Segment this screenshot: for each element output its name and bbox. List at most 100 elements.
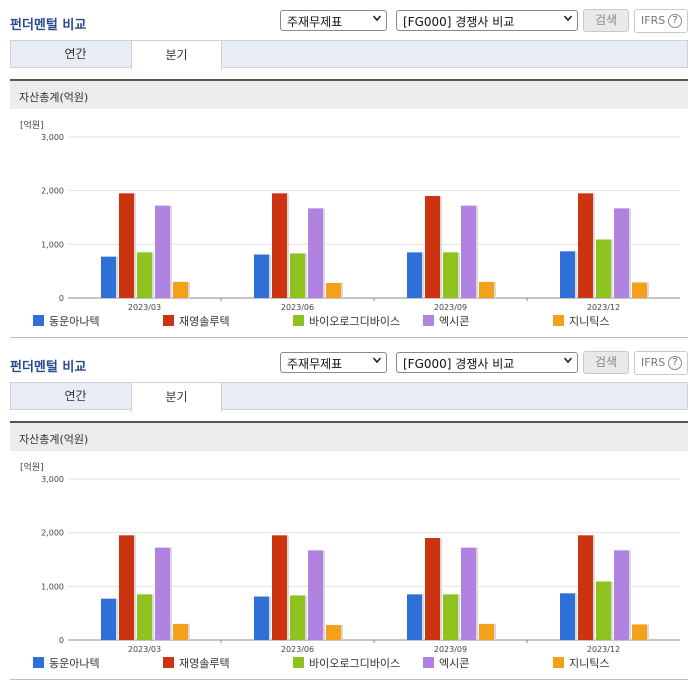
x-tick-label: 2023/03 — [128, 645, 161, 654]
tab-quarterly[interactable]: 분기 — [131, 40, 222, 70]
ifrs-button[interactable]: IFRS ? — [634, 351, 688, 375]
bar — [137, 594, 152, 640]
legend-swatch — [553, 315, 564, 326]
legend-label: 지니틱스 — [569, 657, 610, 670]
divider — [10, 337, 688, 338]
chart-legend: 동운아나텍 재영솔루텍 바이오로그디바이스 엑시콘 지니틱스 — [0, 314, 696, 330]
section-title: 자산총계(억원) — [19, 433, 89, 446]
bar — [479, 623, 494, 640]
bar — [101, 256, 116, 298]
search-button[interactable]: 검색 — [583, 9, 629, 32]
y-tick-label: 3,000 — [41, 133, 64, 142]
bar — [614, 550, 629, 640]
bar — [425, 196, 440, 298]
legend-swatch — [163, 315, 174, 326]
statement-select-value: 주재무제표 — [287, 357, 343, 371]
y-tick-label: 1,000 — [41, 582, 64, 591]
bar — [425, 538, 440, 640]
bar — [290, 253, 305, 298]
bar — [443, 594, 458, 640]
question-circle-icon: ? — [668, 356, 682, 370]
x-tick-label: 2023/09 — [434, 645, 467, 654]
bar — [101, 598, 116, 640]
ifrs-button[interactable]: IFRS ? — [634, 9, 688, 33]
bar — [560, 593, 575, 640]
chevron-down-icon — [373, 357, 381, 364]
y-tick-label: 0 — [59, 294, 64, 303]
ifrs-label: IFRS — [641, 356, 666, 369]
bar — [578, 193, 593, 298]
legend-label: 바이오로그디바이스 — [309, 315, 401, 328]
x-tick-label: 2023/06 — [281, 303, 314, 312]
legend-swatch — [423, 315, 434, 326]
period-tabs: 연간 분기 — [10, 382, 688, 412]
asset-total-bar-chart: 0 1,000 2,000 3,000 2023/03 2023/06 2023/09 202… — [41, 133, 680, 312]
bar — [461, 547, 476, 640]
bar — [614, 208, 629, 298]
legend-swatch — [163, 657, 174, 668]
legend-label: 바이오로그디바이스 — [309, 657, 401, 670]
compare-select[interactable]: [FG000] 경쟁사 비교 — [396, 10, 578, 31]
bar — [254, 596, 269, 640]
legend-label: 지니틱스 — [569, 315, 610, 328]
section-header: 자산총계(억원) — [10, 79, 688, 109]
x-tick-label: 2023/03 — [128, 303, 161, 312]
legend-swatch — [293, 315, 304, 326]
bar — [407, 252, 422, 298]
bar — [290, 595, 305, 640]
legend-label: 동운아나텍 — [49, 657, 100, 670]
asset-total-bar-chart: 0 1,000 2,000 3,000 2023/03 2023/06 2023/09 202… — [41, 475, 680, 654]
y-tick-label: 2,000 — [41, 187, 64, 196]
x-tick-label: 2023/09 — [434, 303, 467, 312]
ifrs-label: IFRS — [641, 14, 666, 27]
bar — [560, 251, 575, 298]
y-tick-label: 0 — [59, 636, 64, 645]
x-tick-label: 2023/12 — [587, 303, 620, 312]
bar — [137, 252, 152, 298]
period-tabs: 연간 분기 — [10, 40, 688, 70]
bar — [407, 594, 422, 640]
compare-select-value: [FG000] 경쟁사 비교 — [403, 15, 515, 29]
bar — [461, 205, 476, 298]
legend-label: 재영솔루텍 — [179, 657, 230, 670]
bar — [272, 193, 287, 298]
bar — [596, 239, 611, 298]
unit-label: [억원] — [20, 463, 44, 473]
section-title: 자산총계(억원) — [19, 91, 89, 104]
legend-label: 엑시콘 — [439, 657, 470, 670]
statement-select[interactable]: 주재무제표 — [280, 352, 387, 373]
bar — [632, 624, 647, 640]
legend-swatch — [293, 657, 304, 668]
bar — [173, 281, 188, 298]
chevron-down-icon — [564, 15, 572, 22]
bar — [326, 282, 341, 298]
section-header: 자산총계(억원) — [10, 421, 688, 451]
chevron-down-icon — [564, 357, 572, 364]
bar — [119, 193, 134, 298]
bar — [632, 282, 647, 298]
tab-quarterly[interactable]: 분기 — [131, 382, 222, 412]
legend-label: 엑시콘 — [439, 315, 470, 328]
bar — [173, 623, 188, 640]
legend-swatch — [33, 315, 44, 326]
tab-yearly[interactable]: 연간 — [64, 47, 87, 61]
bar — [596, 581, 611, 640]
bar — [308, 208, 323, 298]
bar — [479, 281, 494, 298]
legend-label: 동운아나텍 — [49, 315, 100, 328]
bar — [119, 535, 134, 640]
bar — [254, 254, 269, 298]
bar — [443, 252, 458, 298]
legend-swatch — [33, 657, 44, 668]
y-tick-label: 3,000 — [41, 475, 64, 484]
panel-title: 펀더멘털 비교 — [10, 360, 87, 375]
legend-label: 재영솔루텍 — [179, 315, 230, 328]
compare-select[interactable]: [FG000] 경쟁사 비교 — [396, 352, 578, 373]
compare-select-value: [FG000] 경쟁사 비교 — [403, 357, 515, 371]
y-tick-label: 1,000 — [41, 240, 64, 249]
tab-yearly[interactable]: 연간 — [64, 389, 87, 403]
statement-select[interactable]: 주재무제표 — [280, 10, 387, 31]
unit-label: [억원] — [20, 121, 44, 131]
search-button[interactable]: 검색 — [583, 351, 629, 374]
bar — [272, 535, 287, 640]
